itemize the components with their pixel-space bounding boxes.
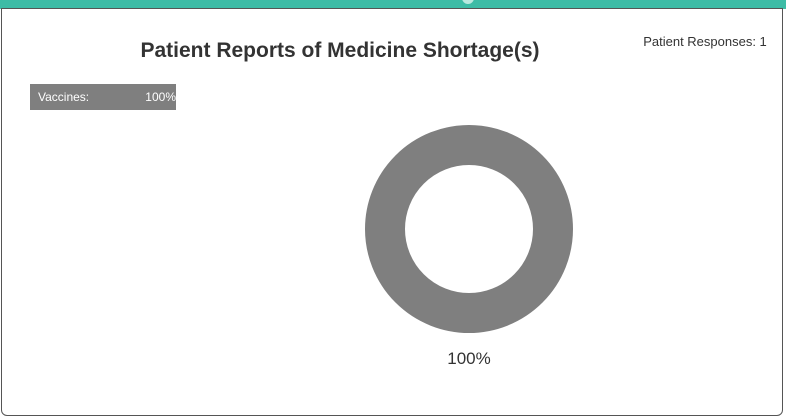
slice-value-label: 100% (447, 349, 490, 368)
responses-count: Patient Responses: 1 (643, 34, 767, 49)
legend-item-vaccines[interactable]: Vaccines: 100% (30, 84, 176, 110)
legend-item-value: 100% (145, 90, 176, 104)
donut-slice-vaccines[interactable] (365, 125, 573, 333)
header-strip (0, 0, 786, 9)
header-title-fragment (462, 0, 474, 4)
chart-title: Patient Reports of Medicine Shortage(s) (140, 39, 540, 62)
legend-item-label: Vaccines: (38, 90, 90, 104)
